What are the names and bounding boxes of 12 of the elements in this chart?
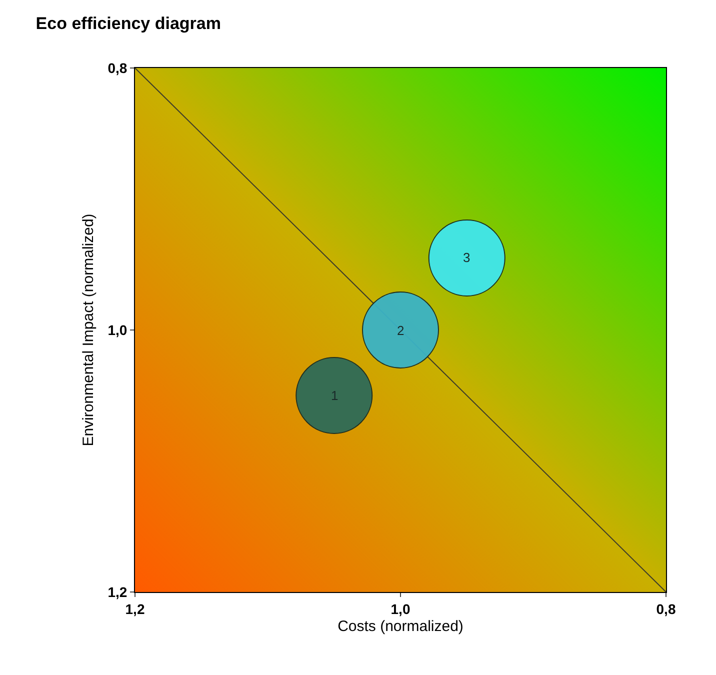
annotation: 2	[397, 323, 404, 338]
annotation: 1	[331, 388, 338, 403]
x-tick-label: 1,2	[125, 600, 145, 617]
y-tick-label: 1,0	[108, 322, 128, 338]
y-tick-label: 0,8	[108, 60, 128, 76]
x-axis-title: Costs (normalized)	[338, 618, 464, 635]
x-tick-label: 0,8	[656, 600, 676, 617]
chart-title: Eco efficiency diagram	[36, 14, 221, 33]
x-tick-label: 1,0	[390, 600, 410, 617]
y-tick-label: 1,2	[108, 584, 128, 600]
annotation: 3	[463, 250, 470, 265]
y-axis-title: Environmental Impact (normalized)	[80, 214, 97, 446]
